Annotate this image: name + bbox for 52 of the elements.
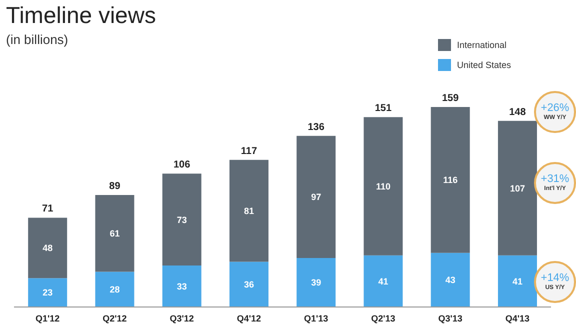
chart-title: Timeline views: [6, 2, 156, 29]
bar: [28, 218, 68, 278]
bar: [430, 252, 470, 307]
total-label: 148: [509, 106, 526, 118]
bar: [364, 117, 403, 256]
bar: [162, 174, 202, 266]
data-label: 81: [244, 206, 254, 216]
data-label: 33: [176, 281, 187, 292]
bar: [95, 195, 134, 272]
data-label: 61: [110, 228, 120, 239]
total-label: 151: [374, 103, 392, 114]
data-label: 36: [244, 280, 254, 290]
total-label: 159: [442, 93, 460, 104]
data-label: 43: [445, 275, 456, 286]
data-label: 39: [311, 278, 322, 288]
data-label: 28: [110, 284, 120, 295]
data-label: 23: [42, 288, 53, 298]
data-label: 73: [176, 214, 187, 225]
total-label: 71: [42, 204, 54, 215]
bar: [28, 278, 68, 307]
bar: [498, 255, 537, 307]
bar: [296, 258, 336, 307]
x-tick-label: Q3'13: [438, 313, 462, 324]
bar: [229, 160, 268, 262]
bar: [498, 120, 537, 256]
x-tick-label: Q1'12: [35, 313, 60, 324]
data-label: 110: [376, 181, 390, 192]
total-label: 136: [308, 122, 325, 133]
bar: [430, 107, 470, 253]
bar: [95, 272, 134, 307]
chart-subtitle: (in billions): [6, 32, 68, 47]
total-label: 117: [240, 146, 258, 157]
data-label: 48: [42, 243, 53, 254]
data-label: 97: [311, 192, 322, 202]
data-label: 41: [512, 276, 522, 286]
x-tick-label: Q4'13: [505, 313, 530, 324]
data-label: 116: [443, 175, 458, 186]
legend-label: United States: [456, 59, 511, 72]
x-tick-label: Q1'13: [304, 313, 328, 324]
bar: [296, 136, 336, 258]
data-label: 107: [510, 183, 525, 194]
data-label: 41: [378, 276, 388, 286]
total-label: 106: [174, 160, 191, 171]
bar: [364, 255, 403, 307]
bar: [229, 262, 268, 307]
x-tick-label: Q4'12: [236, 313, 262, 324]
bar: [162, 265, 202, 307]
legend-label: International: [456, 39, 508, 52]
x-tick-label: Q3'12: [170, 313, 194, 324]
x-tick-label: Q2'13: [371, 313, 396, 324]
x-tick-label: Q2'12: [102, 313, 127, 324]
total-label: 89: [109, 181, 121, 192]
